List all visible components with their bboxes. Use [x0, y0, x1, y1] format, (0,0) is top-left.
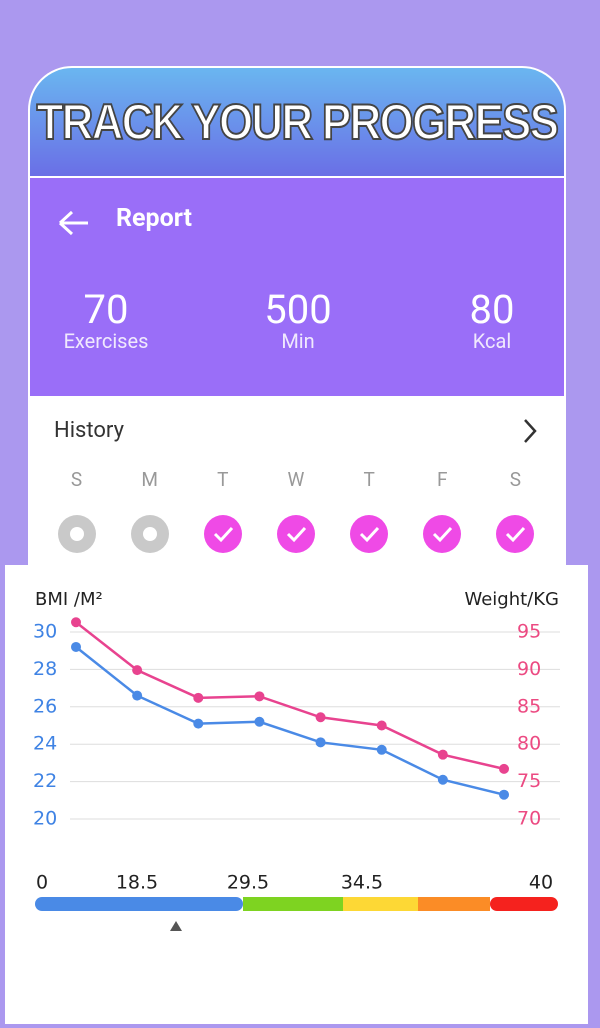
data-point — [254, 691, 265, 702]
data-point — [437, 774, 448, 785]
y-tick-label: 20 — [33, 808, 57, 830]
day-letter: W — [287, 468, 305, 491]
data-point — [437, 749, 448, 760]
scale-label: 18.5 — [116, 872, 158, 894]
scale-segment — [243, 897, 343, 911]
day: T — [186, 468, 259, 553]
check-icon — [433, 526, 453, 543]
day: W — [259, 468, 332, 553]
report-header: Report 70 Exercises 500 Min 80 Kcal — [30, 176, 564, 396]
y2-tick-label: 90 — [517, 658, 541, 680]
y2-tick-label: 70 — [517, 808, 541, 830]
day-letter: T — [217, 468, 229, 491]
y-tick-label: 28 — [33, 658, 57, 680]
day: T — [333, 468, 406, 553]
y2-tick-label: 75 — [517, 770, 541, 792]
day-done[interactable] — [276, 515, 315, 553]
missed-dot — [69, 527, 84, 541]
history-title[interactable]: History — [54, 418, 124, 443]
data-point — [254, 716, 265, 727]
series-line — [75, 621, 505, 771]
day-done[interactable] — [423, 515, 462, 553]
y2-tick-label: 95 — [517, 621, 541, 643]
y-tick-label: 22 — [33, 770, 57, 792]
missed-dot — [142, 527, 157, 541]
day-done[interactable] — [496, 515, 535, 553]
data-point — [71, 641, 81, 652]
day-letter: S — [509, 468, 522, 491]
chart: BMI /M² Weight/KG 20 22 24 26 28 30 70 75 80 85 90… — [33, 589, 560, 931]
scale-label: 0 — [36, 872, 48, 894]
check-icon — [360, 526, 380, 543]
check-icon — [506, 526, 526, 543]
data-point — [193, 718, 204, 729]
data-point — [315, 712, 326, 723]
day-letter: S — [70, 468, 83, 491]
day-missed[interactable] — [130, 515, 169, 553]
stat: 80 Kcal — [422, 286, 562, 353]
data-point — [132, 665, 143, 676]
banner: TRACK YOUR PROGRESS — [30, 68, 564, 176]
scale-segment — [490, 897, 558, 911]
y2-tick-label: 85 — [517, 695, 541, 717]
day-letter: T — [363, 468, 375, 491]
stat-label: Min — [281, 329, 315, 353]
day-done[interactable] — [203, 515, 242, 553]
data-point — [315, 737, 326, 748]
stat-value: 70 — [83, 286, 129, 333]
scale-label: 29.5 — [227, 872, 269, 894]
stat: 500 Min — [228, 286, 368, 353]
day-missed[interactable] — [57, 515, 96, 553]
y-axis-label: BMI /M² — [35, 589, 103, 610]
scale-segment — [35, 897, 243, 911]
y2-axis-label: Weight/KG — [464, 589, 559, 610]
day: S — [40, 468, 113, 553]
stat-label: Kcal — [472, 329, 512, 353]
day-letter: F — [437, 468, 448, 491]
scale-label: 34.5 — [341, 872, 383, 894]
data-point — [71, 617, 81, 628]
scale-segment — [418, 897, 490, 911]
y-tick-label: 24 — [33, 733, 57, 755]
check-icon — [286, 526, 307, 543]
data-point — [376, 744, 387, 755]
day: M — [113, 468, 186, 553]
day: S — [479, 468, 552, 553]
stat-value: 500 — [264, 286, 332, 333]
day-done[interactable] — [350, 515, 389, 553]
data-point — [499, 763, 509, 774]
scale-segment — [343, 897, 418, 911]
y-tick-label: 30 — [33, 621, 57, 643]
header-title: Report — [116, 204, 192, 233]
chart-panel: BMI /M² Weight/KG 20 22 24 26 28 30 70 75 80 85 90… — [5, 565, 588, 1024]
stat-label: Exercises — [63, 329, 149, 353]
scale-label: 40 — [529, 872, 553, 894]
back-button[interactable] — [56, 208, 92, 238]
stat-value: 80 — [469, 286, 515, 333]
day-letter: M — [141, 468, 158, 491]
y-tick-label: 26 — [33, 695, 57, 717]
check-icon — [213, 526, 233, 543]
history-chevron[interactable] — [520, 416, 540, 446]
data-point — [193, 692, 204, 703]
data-point — [376, 720, 387, 731]
banner-title: TRACK YOUR PROGRESS — [36, 93, 560, 151]
card: TRACK YOUR PROGRESS Report 70 Exercises 5… — [28, 66, 566, 586]
series-line — [75, 645, 505, 796]
y2-tick-label: 80 — [517, 733, 541, 755]
data-point — [132, 690, 143, 701]
stat: 70 Exercises — [36, 286, 176, 353]
day: F — [406, 468, 479, 553]
bmi-pointer — [170, 921, 182, 931]
data-point — [499, 789, 509, 800]
